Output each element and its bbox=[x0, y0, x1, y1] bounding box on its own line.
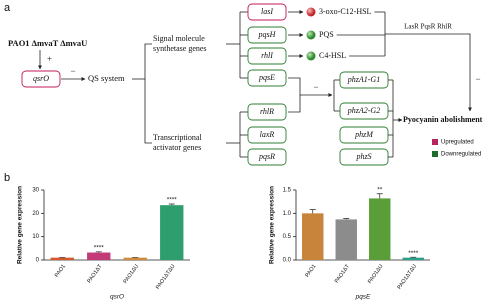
gene-label: laxR bbox=[260, 130, 275, 139]
x-tick-label: PAO1ΔU bbox=[367, 264, 384, 285]
group-label: activator genes bbox=[153, 143, 201, 152]
significance: ** bbox=[377, 186, 383, 193]
y-tick-label: 20 bbox=[32, 211, 39, 217]
signal-dot bbox=[306, 30, 316, 40]
bar bbox=[402, 257, 424, 260]
signal-dot bbox=[306, 51, 316, 61]
sign: − bbox=[475, 74, 480, 84]
bar bbox=[123, 257, 147, 260]
gene-box bbox=[247, 103, 287, 121]
gene-label: pqsE bbox=[258, 73, 275, 82]
gene-box bbox=[247, 69, 287, 87]
connector bbox=[385, 33, 472, 112]
y-axis-label: Relative gene expression bbox=[269, 186, 276, 264]
y-axis-label: Relative gene expression bbox=[17, 186, 24, 264]
legend-label: Downregulated bbox=[441, 152, 481, 158]
panel-label: b bbox=[4, 172, 10, 184]
y-tick-label: 0.5 bbox=[283, 234, 292, 240]
gene-label: phzS bbox=[355, 152, 371, 161]
group-label: Signal molecule bbox=[153, 34, 205, 43]
significance: **** bbox=[94, 245, 105, 252]
x-tick-label: PAO1 bbox=[54, 264, 67, 279]
group-label: Transcriptional bbox=[153, 133, 202, 142]
error-bar bbox=[95, 251, 102, 253]
signal-dot bbox=[306, 7, 316, 17]
gene-label: lasI bbox=[261, 7, 273, 16]
gene-label: rhlI bbox=[261, 51, 273, 60]
gene-label: phzA2-G2 bbox=[347, 106, 380, 115]
bar bbox=[369, 198, 391, 260]
bar bbox=[87, 252, 111, 260]
signal-label: PQS bbox=[319, 30, 334, 39]
gene-box bbox=[247, 3, 287, 21]
significance: **** bbox=[167, 197, 178, 204]
error-bar bbox=[168, 203, 175, 206]
legend-swatch bbox=[432, 139, 438, 145]
x-tick-label: PAO1ΔT bbox=[334, 263, 351, 284]
panel-label: a bbox=[4, 2, 11, 14]
signal-label: 3-oxo-C12-HSL bbox=[319, 7, 372, 16]
y-tick-label: 0.0 bbox=[283, 258, 292, 264]
sign: + bbox=[47, 54, 52, 64]
gene-box bbox=[247, 148, 287, 166]
x-axis-label: pqsE bbox=[355, 294, 371, 301]
y-tick-label: 0 bbox=[36, 258, 40, 264]
bar bbox=[160, 205, 184, 260]
connector bbox=[288, 77, 301, 113]
error-bar bbox=[343, 218, 350, 220]
y-tick-label: 30 bbox=[32, 188, 39, 194]
gene-label: pqsH bbox=[258, 30, 277, 39]
gene-label: rhlR bbox=[260, 107, 274, 116]
signal-label: C4-HSL bbox=[319, 51, 346, 60]
bar bbox=[50, 257, 74, 260]
gene-label: qsrO bbox=[33, 74, 49, 83]
gene-box bbox=[247, 26, 287, 44]
bar bbox=[335, 219, 357, 260]
y-tick-label: 1.5 bbox=[283, 188, 292, 194]
y-tick-label: 1.0 bbox=[283, 211, 292, 217]
x-tick-label: PAO1ΔTΔU bbox=[155, 264, 177, 291]
x-tick-label: PAO1ΔTΔU bbox=[397, 264, 419, 291]
x-axis-label: qsrO bbox=[110, 294, 124, 301]
gene-box bbox=[21, 70, 61, 88]
error-bar bbox=[309, 209, 316, 214]
legend-label: Upregulated bbox=[441, 140, 474, 146]
x-tick-label: PAO1ΔU bbox=[123, 264, 140, 285]
gene-label: phzA1-G1 bbox=[347, 75, 380, 84]
x-tick-label: PAO1ΔT bbox=[86, 263, 103, 284]
sign: − bbox=[313, 82, 318, 92]
gene-box bbox=[247, 47, 287, 65]
legend-swatch bbox=[432, 151, 438, 157]
connector bbox=[144, 43, 152, 144]
error-bar bbox=[376, 193, 383, 199]
outcome-label: Pyocyanin abolishment bbox=[403, 115, 483, 124]
bar bbox=[302, 213, 324, 260]
strain-label: PAO1 ΔmvaT ΔmvaU bbox=[8, 38, 87, 48]
y-tick-label: 10 bbox=[32, 234, 39, 240]
regulator-label: LasR PqsR RhlR bbox=[404, 23, 452, 31]
gene-label: pqsR bbox=[258, 152, 275, 161]
sign: − bbox=[70, 66, 75, 76]
group-label: synthetase genes bbox=[153, 44, 207, 53]
gene-box bbox=[247, 126, 287, 144]
gene-label: phzM bbox=[354, 130, 374, 139]
significance: **** bbox=[408, 250, 419, 257]
qs-system-label: QS system bbox=[88, 73, 125, 83]
x-tick-label: PAO1 bbox=[304, 264, 317, 279]
